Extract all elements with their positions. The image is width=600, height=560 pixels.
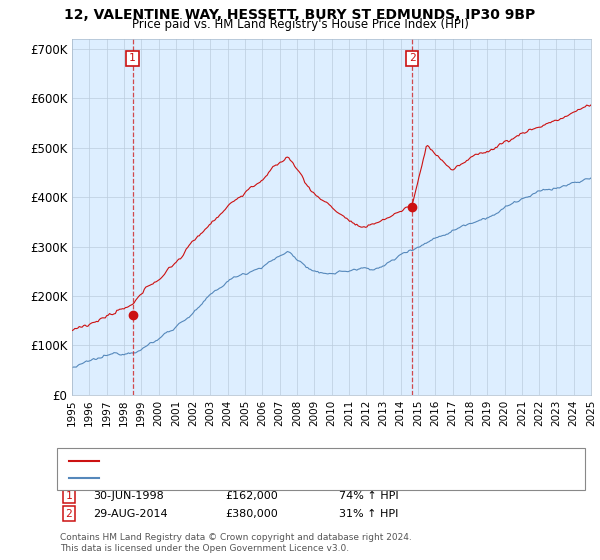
Text: 2: 2 xyxy=(65,508,73,519)
Text: 2: 2 xyxy=(409,53,416,63)
Text: 74% ↑ HPI: 74% ↑ HPI xyxy=(339,491,398,501)
Text: HPI: Average price, detached house, Mid Suffolk: HPI: Average price, detached house, Mid … xyxy=(103,473,354,483)
Text: Price paid vs. HM Land Registry's House Price Index (HPI): Price paid vs. HM Land Registry's House … xyxy=(131,18,469,31)
Text: 29-AUG-2014: 29-AUG-2014 xyxy=(93,508,167,519)
Text: 30-JUN-1998: 30-JUN-1998 xyxy=(93,491,164,501)
Text: 31% ↑ HPI: 31% ↑ HPI xyxy=(339,508,398,519)
Text: £380,000: £380,000 xyxy=(225,508,278,519)
Text: Contains HM Land Registry data © Crown copyright and database right 2024.
This d: Contains HM Land Registry data © Crown c… xyxy=(60,533,412,553)
Text: 12, VALENTINE WAY, HESSETT, BURY ST EDMUNDS, IP30 9BP: 12, VALENTINE WAY, HESSETT, BURY ST EDMU… xyxy=(64,8,536,22)
Text: 1: 1 xyxy=(65,491,73,501)
Text: 1: 1 xyxy=(129,53,136,63)
Text: 12, VALENTINE WAY, HESSETT, BURY ST EDMUNDS, IP30 9BP (detached house): 12, VALENTINE WAY, HESSETT, BURY ST EDMU… xyxy=(103,456,512,466)
Text: £162,000: £162,000 xyxy=(225,491,278,501)
